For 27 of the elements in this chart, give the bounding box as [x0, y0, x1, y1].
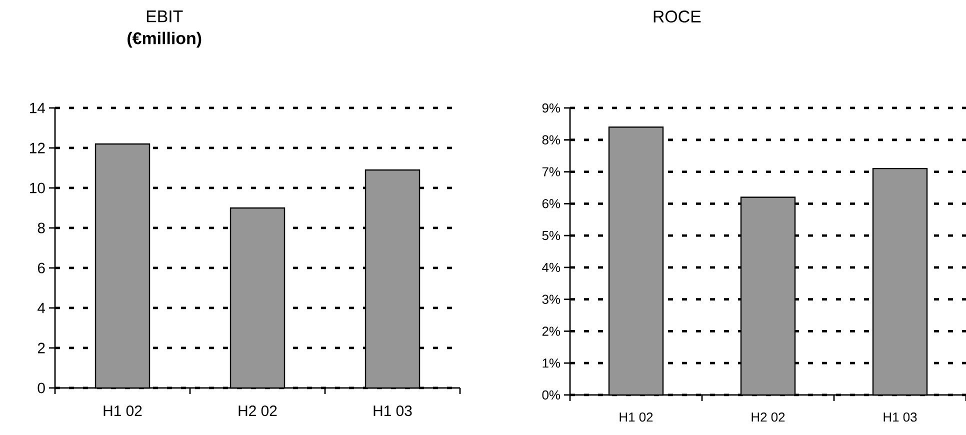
y-tick-label: 6% — [542, 199, 560, 208]
y-tick-label: 10 — [30, 182, 45, 194]
y-tick-label: 3% — [542, 294, 560, 304]
y-tick-label: 4% — [542, 262, 560, 272]
y-tick-label: 9% — [542, 103, 560, 113]
x-tick-label: H1 03 — [374, 406, 412, 416]
y-tick-label: 2 — [38, 342, 45, 354]
x-tick-label: H1 02 — [620, 412, 653, 422]
y-tick-label: 5% — [542, 230, 560, 240]
y-tick-label: 8% — [542, 135, 560, 144]
chart-title: EBIT — [146, 10, 183, 22]
y-tick-label: 2% — [542, 326, 560, 336]
x-tick-label: H2 02 — [238, 406, 277, 416]
x-tick-label: H1 03 — [884, 412, 917, 422]
y-tick-label: 4 — [38, 302, 46, 314]
y-tick-label: 6 — [38, 262, 45, 274]
y-tick-label: 12 — [30, 142, 45, 154]
x-tick-label: H1 02 — [104, 406, 142, 416]
y-tick-label: 1% — [542, 358, 560, 368]
y-tick-label: 14 — [30, 102, 46, 114]
chart-subtitle: (€million) — [128, 32, 202, 48]
y-tick-label: 7% — [542, 167, 560, 176]
y-tick-label: 0% — [542, 390, 560, 400]
y-tick-label: 8 — [38, 222, 45, 234]
x-tick-label: H2 02 — [752, 412, 785, 422]
y-tick-label: 0 — [38, 382, 45, 394]
chart-title: ROCE — [654, 10, 701, 23]
